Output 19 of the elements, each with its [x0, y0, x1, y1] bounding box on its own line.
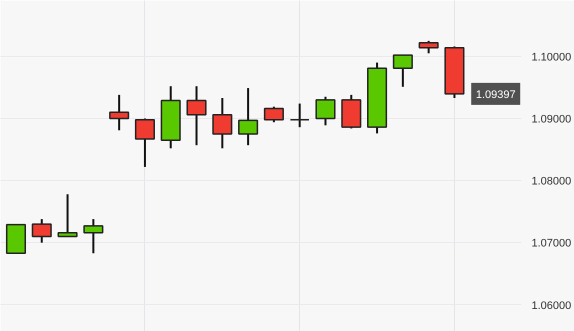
candlestick: [83, 218, 104, 254]
candlestick: [238, 87, 258, 146]
candlestick: [32, 218, 52, 244]
y-tick-label: 1.10000: [532, 51, 572, 64]
y-tick-label: 1.06000: [532, 300, 572, 312]
candlestick: [418, 40, 439, 54]
candlestick: [134, 117, 155, 168]
candlestick: [315, 96, 336, 126]
text: 1.09397: [476, 88, 516, 101]
y-tick-label: 1.08000: [532, 176, 572, 188]
candlestick: [109, 94, 130, 132]
candlestick: [212, 97, 232, 150]
candlestick: [58, 193, 78, 238]
y-tick-label: 1.07000: [532, 238, 572, 250]
candlestick: [290, 102, 310, 128]
y-tick-label: 1.09000: [532, 113, 572, 126]
candlestick: [392, 54, 413, 88]
candlestick: [186, 85, 207, 146]
candlestick: [264, 106, 284, 124]
